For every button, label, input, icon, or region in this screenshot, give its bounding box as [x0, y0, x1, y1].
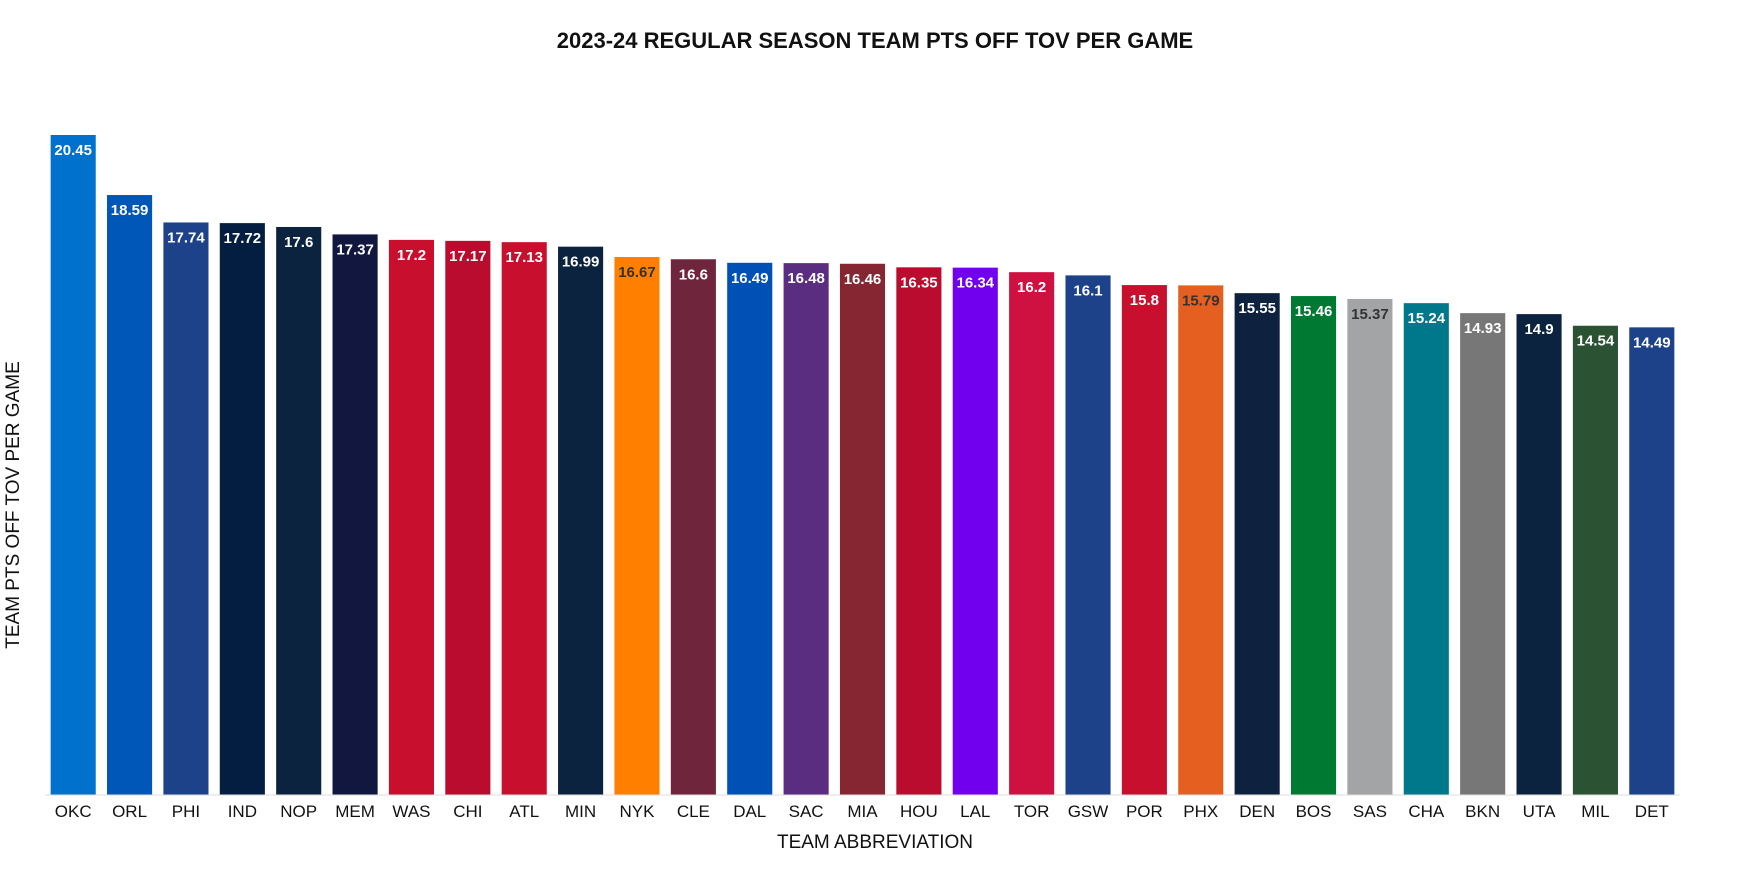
x-tick-label-cha: CHA	[1408, 802, 1445, 821]
x-tick-label-mia: MIA	[847, 802, 878, 821]
x-tick-label-nyk: NYK	[619, 802, 655, 821]
value-label-was: 17.2	[397, 247, 426, 264]
bar-cle	[670, 259, 716, 795]
bar-uta	[1516, 314, 1562, 795]
value-label-chi: 17.17	[449, 248, 487, 265]
x-tick-label-bos: BOS	[1296, 802, 1332, 821]
bar-hou	[896, 267, 942, 795]
chart-title: 2023-24 REGULAR SEASON TEAM PTS OFF TOV …	[557, 28, 1194, 53]
bar-por	[1121, 285, 1167, 795]
bar-nop	[276, 226, 322, 796]
value-label-ind: 17.72	[224, 230, 262, 247]
bar-okc	[50, 135, 96, 795]
x-tick-label-nop: NOP	[280, 802, 317, 821]
x-tick-label-atl: ATL	[509, 802, 539, 821]
x-tick-label-okc: OKC	[55, 802, 92, 821]
value-label-mil: 14.54	[1577, 333, 1615, 350]
bar-cha	[1403, 303, 1449, 795]
value-label-bos: 15.46	[1295, 303, 1333, 320]
bar-nyk	[614, 257, 660, 795]
bar-den	[1234, 293, 1280, 795]
bar-dal	[727, 262, 773, 795]
x-tick-label-ind: IND	[228, 802, 257, 821]
x-tick-label-det: DET	[1635, 802, 1669, 821]
x-tick-labels: OKC ORL PHI IND NOP MEM WAS CHI ATL MIN NYK CLE DAL S…	[55, 802, 1669, 821]
value-label-okc: 20.45	[54, 142, 92, 159]
value-label-cha: 15.24	[1408, 310, 1446, 327]
value-label-min: 16.99	[562, 254, 600, 271]
value-label-phi: 17.74	[167, 229, 205, 246]
value-label-bkn: 14.93	[1464, 320, 1502, 337]
bars-group	[50, 135, 1675, 796]
x-tick-label-mil: MIL	[1581, 802, 1609, 821]
x-tick-label-lal: LAL	[960, 802, 990, 821]
bar-mil	[1572, 325, 1618, 795]
value-label-atl: 17.13	[505, 249, 543, 266]
value-labels-group: 20.45 18.59 17.74 17.72 17.6 17.37 17.2 17.17 17…	[54, 142, 1670, 351]
x-tick-label-sas: SAS	[1353, 802, 1387, 821]
bar-bkn	[1460, 313, 1506, 795]
x-tick-label-phi: PHI	[172, 802, 200, 821]
bar-mia	[839, 263, 886, 795]
bar-ind	[219, 223, 265, 796]
bar-atl	[501, 242, 547, 795]
x-tick-label-uta: UTA	[1523, 802, 1556, 821]
value-label-sac: 16.48	[787, 270, 825, 287]
bar-phi	[163, 222, 209, 795]
x-tick-label-was: WAS	[392, 802, 430, 821]
bar-min	[558, 246, 604, 796]
bar-sac	[783, 263, 829, 795]
x-tick-label-bkn: BKN	[1465, 802, 1500, 821]
value-label-nop: 17.6	[284, 234, 313, 251]
value-label-hou: 16.35	[900, 274, 938, 291]
x-tick-label-hou: HOU	[900, 802, 938, 821]
x-tick-label-den: DEN	[1239, 802, 1275, 821]
bar-phx	[1178, 285, 1224, 795]
x-tick-label-sac: SAC	[789, 802, 824, 821]
x-tick-label-orl: ORL	[112, 802, 147, 821]
x-tick-label-mem: MEM	[335, 802, 375, 821]
value-label-den: 15.55	[1238, 300, 1276, 317]
x-tick-label-dal: DAL	[733, 802, 766, 821]
value-label-lal: 16.34	[956, 275, 994, 292]
bar-bos	[1290, 296, 1337, 795]
bar-was	[388, 239, 435, 795]
y-axis-label: TEAM PTS OFF TOV PER GAME	[3, 361, 24, 649]
value-label-phx: 15.79	[1182, 292, 1220, 309]
bar-chi	[445, 240, 491, 796]
value-label-por: 15.8	[1130, 292, 1159, 309]
value-label-mia: 16.46	[844, 271, 882, 288]
bar-gsw	[1065, 275, 1111, 795]
value-label-uta: 14.9	[1524, 321, 1553, 338]
bar-lal	[952, 267, 998, 795]
bar-orl	[107, 195, 153, 795]
x-tick-label-cle: CLE	[677, 802, 710, 821]
value-label-tor: 16.2	[1017, 279, 1046, 296]
bar-sas	[1347, 298, 1393, 795]
value-label-sas: 15.37	[1351, 306, 1389, 323]
value-label-dal: 16.49	[731, 270, 769, 287]
value-label-gsw: 16.1	[1073, 282, 1102, 299]
value-label-orl: 18.59	[111, 202, 149, 219]
x-tick-label-por: POR	[1126, 802, 1163, 821]
bar-mem	[332, 234, 378, 795]
x-tick-label-chi: CHI	[453, 802, 482, 821]
x-axis-label: TEAM ABBREVIATION	[777, 832, 973, 853]
value-label-det: 14.49	[1633, 334, 1671, 351]
x-tick-label-min: MIN	[565, 802, 596, 821]
x-tick-label-phx: PHX	[1183, 802, 1218, 821]
x-tick-label-gsw: GSW	[1068, 802, 1109, 821]
bar-det	[1629, 327, 1675, 795]
value-label-cle: 16.6	[679, 266, 708, 283]
value-label-nyk: 16.67	[618, 264, 656, 281]
x-tick-label-tor: TOR	[1014, 802, 1050, 821]
value-label-mem: 17.37	[336, 241, 374, 258]
bar-tor	[1009, 272, 1055, 795]
